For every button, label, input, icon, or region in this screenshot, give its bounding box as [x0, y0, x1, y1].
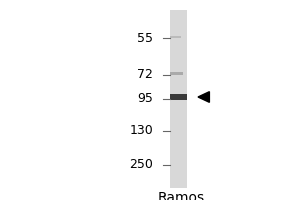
Text: 55: 55: [137, 31, 153, 45]
Bar: [170, 72, 183, 75]
Text: 130: 130: [129, 124, 153, 138]
Polygon shape: [198, 92, 209, 102]
Bar: [170, 10, 187, 188]
Text: 72: 72: [137, 68, 153, 82]
Bar: [170, 36, 181, 38]
Text: 95: 95: [137, 92, 153, 106]
Text: 250: 250: [129, 158, 153, 171]
Text: Ramos: Ramos: [158, 191, 205, 200]
Bar: [170, 94, 187, 100]
